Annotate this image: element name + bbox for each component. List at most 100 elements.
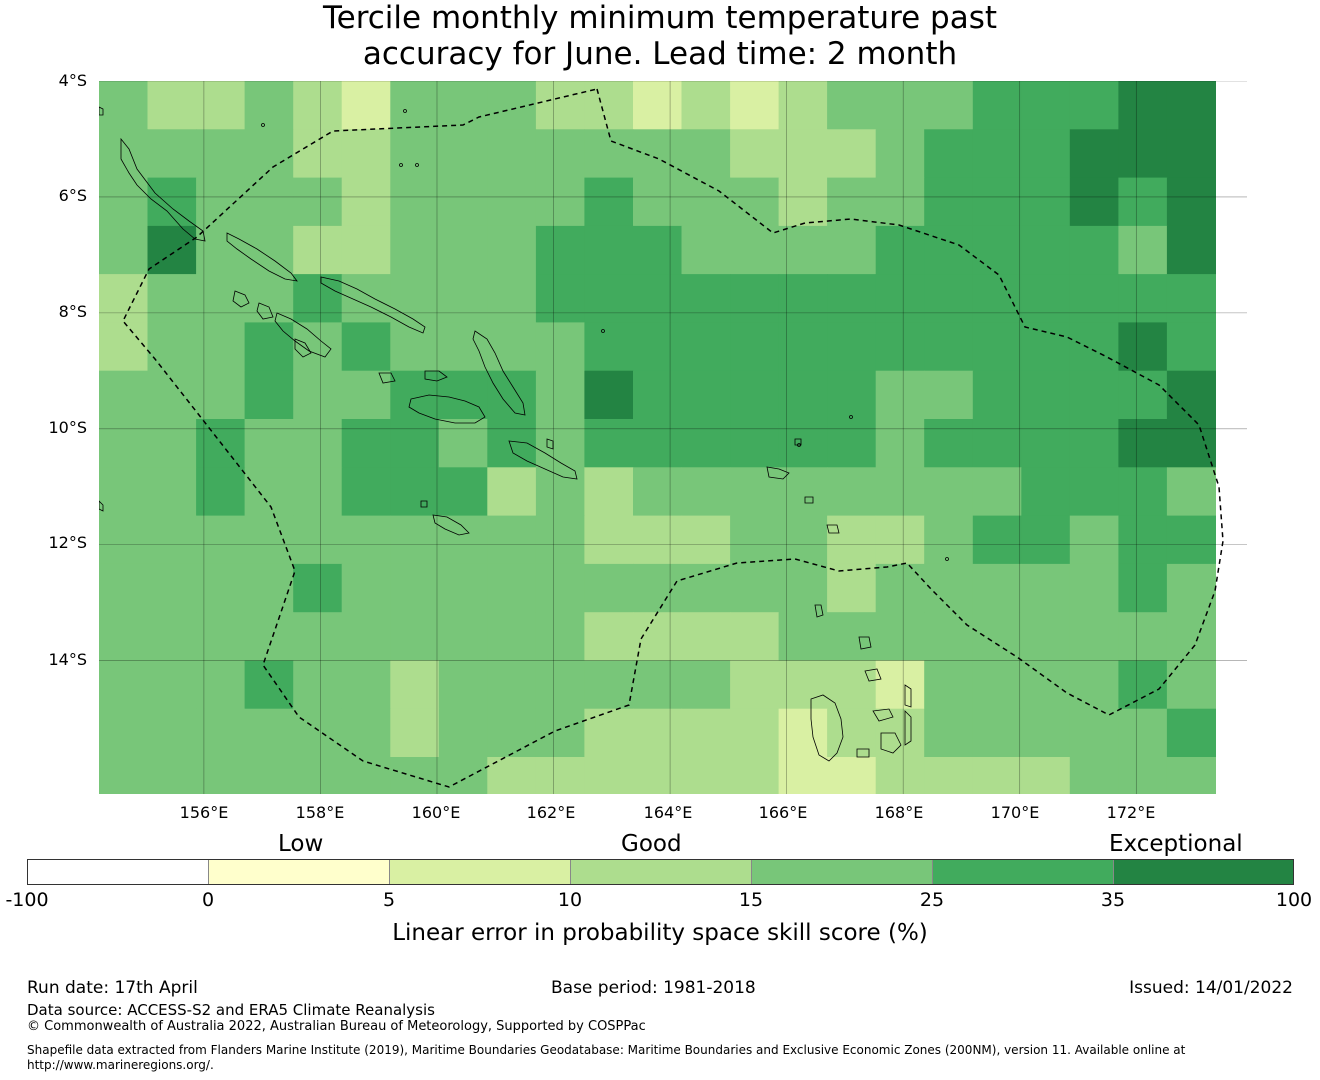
skill-cell <box>1021 274 1071 323</box>
skill-cell <box>147 129 197 179</box>
skill-cell <box>196 274 246 323</box>
skill-cell <box>633 274 683 323</box>
skill-cell <box>681 129 731 179</box>
skill-cell <box>730 370 780 420</box>
skill-cell <box>438 274 488 323</box>
lon-label-168e: 168°E <box>874 803 924 822</box>
skill-cell <box>972 660 1022 710</box>
skill-cell <box>778 274 828 323</box>
skill-cell <box>730 612 780 662</box>
skill-cell <box>244 274 294 323</box>
skill-cell <box>487 419 537 468</box>
skill-cell <box>1021 322 1071 372</box>
skill-cell <box>487 515 537 565</box>
lon-label-172e: 172°E <box>1106 803 1156 822</box>
skill-cell <box>99 177 149 227</box>
skill-cell <box>1118 660 1168 710</box>
skill-cell <box>730 419 780 468</box>
skill-cell <box>390 515 440 565</box>
skill-cell <box>1069 757 1119 794</box>
skill-cell <box>244 563 294 613</box>
skill-cell <box>147 81 197 130</box>
skill-cell <box>438 129 488 179</box>
island-rennell <box>432 514 470 536</box>
skill-cell <box>147 419 197 468</box>
skill-cell <box>924 660 974 710</box>
skill-cell <box>584 467 634 517</box>
skill-cell <box>681 370 731 420</box>
skill-cell <box>778 177 828 227</box>
skill-cell <box>924 563 974 613</box>
island-vanua-lava <box>858 636 872 650</box>
island-choiseul <box>226 232 298 282</box>
skill-cell <box>147 660 197 710</box>
skill-cell <box>1166 708 1216 758</box>
skill-cell <box>1021 177 1071 227</box>
skill-cell <box>972 322 1022 372</box>
skill-cell <box>1166 225 1216 275</box>
colorbar <box>27 859 1294 885</box>
skill-cell <box>341 612 391 662</box>
skill-cell <box>487 612 537 662</box>
skill-cell <box>633 708 683 758</box>
skill-cell <box>341 563 391 613</box>
skill-cell <box>244 419 294 468</box>
skill-cell <box>827 322 877 372</box>
skill-cell <box>1069 515 1119 565</box>
lat-label-14s: 14°S <box>48 650 87 669</box>
skill-cell <box>244 225 294 275</box>
skill-cell <box>341 370 391 420</box>
skill-cell <box>438 467 488 517</box>
skill-cell <box>681 563 731 613</box>
graticule <box>99 81 1247 794</box>
skill-cell <box>196 757 246 794</box>
colorbar-tick-5: 5 <box>382 889 396 911</box>
skill-cell <box>1021 708 1071 758</box>
skill-cell <box>244 612 294 662</box>
skill-cell <box>390 757 440 794</box>
skill-cell <box>535 225 585 275</box>
skill-cell <box>390 274 440 323</box>
skill-cell <box>99 419 149 468</box>
islet <box>399 163 403 167</box>
skill-cell <box>633 660 683 710</box>
skill-cell <box>341 81 391 130</box>
island-rendova <box>294 338 312 358</box>
skill-cell <box>778 225 828 275</box>
skill-cell <box>924 129 974 179</box>
skill-cell <box>730 467 780 517</box>
skill-cell <box>730 129 780 179</box>
skill-cell <box>341 129 391 179</box>
map-canvas <box>99 81 1247 794</box>
skill-cell <box>341 515 391 565</box>
island-new-georgia <box>274 312 332 358</box>
skill-cell <box>390 660 440 710</box>
islet <box>601 329 605 333</box>
skill-cell <box>681 274 731 323</box>
skill-cell <box>390 177 440 227</box>
skill-cell <box>1166 563 1216 613</box>
skill-cell <box>924 515 974 565</box>
skill-cell <box>633 225 683 275</box>
skill-cell <box>147 708 197 758</box>
skill-cell <box>147 274 197 323</box>
island-makira <box>508 440 578 480</box>
skill-cell <box>341 274 391 323</box>
skill-cell <box>390 225 440 275</box>
skill-cell <box>1118 612 1168 662</box>
skill-cell <box>293 322 343 372</box>
skill-cell <box>99 370 149 420</box>
skill-cell <box>827 660 877 710</box>
skill-cell <box>438 708 488 758</box>
skill-cell <box>827 757 877 794</box>
skill-cell <box>341 322 391 372</box>
lat-label-6s: 6°S <box>58 186 87 205</box>
skill-cell <box>147 515 197 565</box>
lat-label-4s: 4°S <box>58 71 87 90</box>
skill-cell <box>147 322 197 372</box>
skill-cell <box>99 322 149 372</box>
skill-cell <box>875 81 925 130</box>
skill-cell <box>1166 757 1216 794</box>
skill-cell <box>99 563 149 613</box>
skill-cell <box>1069 563 1119 613</box>
